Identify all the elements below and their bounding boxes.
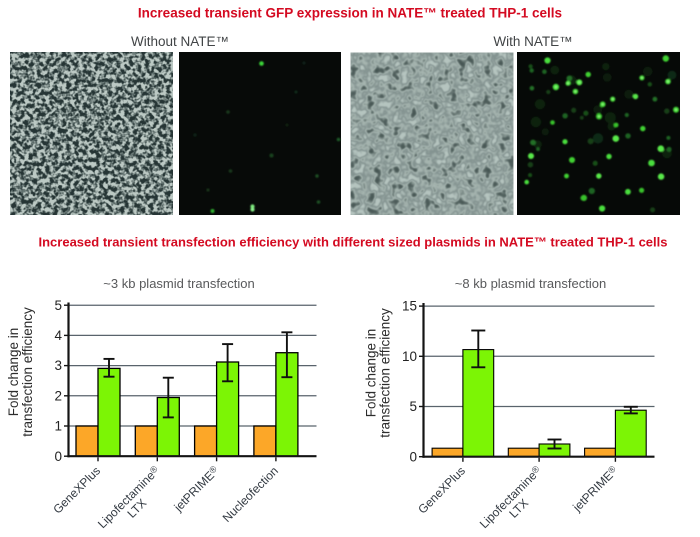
svg-text:Increased transient transfecti: Increased transient transfection efficie… xyxy=(39,235,668,250)
svg-text:GeneXPlus: GeneXPlus xyxy=(415,464,468,517)
svg-text:Fold change intransfection eff: Fold change intransfection efficiency xyxy=(6,307,35,437)
svg-text:~3 kb plasmid transfection: ~3 kb plasmid transfection xyxy=(103,276,254,291)
svg-text:Fold change intransfection eff: Fold change intransfection efficiency xyxy=(364,308,393,438)
svg-text:jetPRIME®: jetPRIME® xyxy=(569,463,620,514)
svg-text:2: 2 xyxy=(54,388,62,403)
svg-text:0: 0 xyxy=(54,449,62,464)
svg-text:Without NATE™: Without NATE™ xyxy=(131,34,229,49)
svg-text:0: 0 xyxy=(409,449,417,464)
svg-text:With NATE™: With NATE™ xyxy=(493,34,572,49)
svg-text:5: 5 xyxy=(54,298,62,313)
svg-text:~8 kb plasmid transfection: ~8 kb plasmid transfection xyxy=(455,276,606,291)
svg-text:Lipofectamine®LTX: Lipofectamine®LTX xyxy=(477,463,554,537)
svg-text:5: 5 xyxy=(409,399,417,414)
svg-text:Increased transient GFP expres: Increased transient GFP expression in NA… xyxy=(138,6,562,21)
svg-text:Lipofectamine®LTX: Lipofectamine®LTX xyxy=(95,463,172,537)
svg-text:GeneXPlus: GeneXPlus xyxy=(50,464,103,517)
svg-text:1: 1 xyxy=(54,419,62,434)
svg-text:jetPRIME®: jetPRIME® xyxy=(171,463,222,514)
svg-text:Nucleofection: Nucleofection xyxy=(220,464,281,525)
svg-text:3: 3 xyxy=(54,358,62,373)
svg-text:4: 4 xyxy=(54,328,62,343)
svg-text:10: 10 xyxy=(402,349,417,364)
svg-text:15: 15 xyxy=(402,299,417,314)
